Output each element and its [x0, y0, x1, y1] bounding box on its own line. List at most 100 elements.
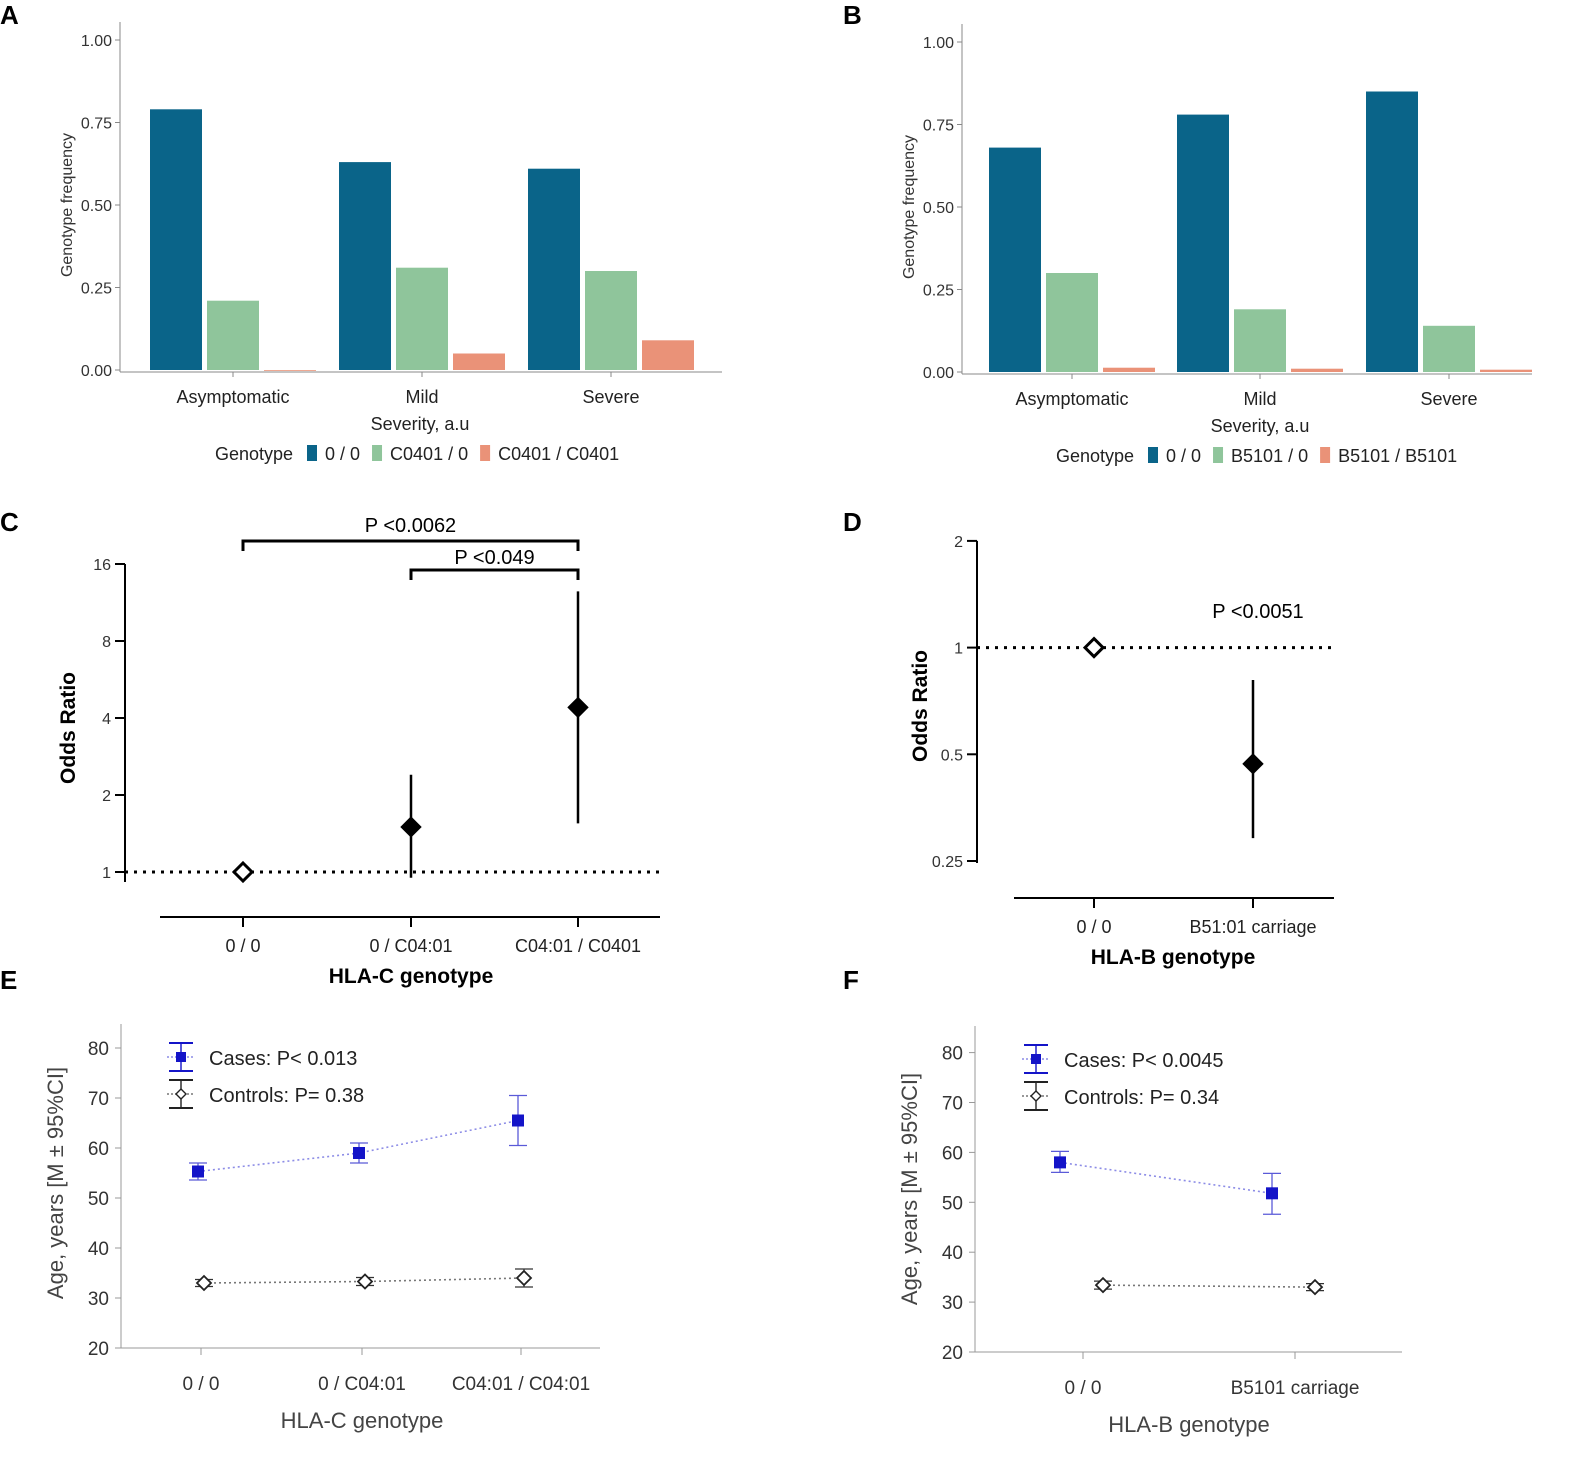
- x-axis-title: HLA-C genotype: [281, 1408, 444, 1433]
- y-tick-label: 16: [93, 557, 111, 574]
- y-tick-label: 80: [88, 1039, 109, 1060]
- y-tick-label: 60: [88, 1139, 109, 1160]
- bar-severe-2: [1480, 369, 1532, 372]
- legend-swatch-1: [1213, 447, 1224, 463]
- x-tick-label: C04:01 / C04:01: [452, 1374, 590, 1395]
- cases-marker-0: [1054, 1156, 1066, 1169]
- cases-marker-1: [1266, 1187, 1278, 1200]
- y-tick-label: 8: [102, 634, 111, 651]
- bar-asymptomatic-1: [207, 300, 259, 370]
- legend: Cases: P< 0.0045 Controls: P= 0.34: [1022, 1044, 1224, 1111]
- panel-f-age-plot: 20 30 40 50 60 70 80 Age, years [M ± 95%CI] 0 / …: [897, 1026, 1402, 1437]
- panel-a-bar-chart: 0.00 0.25 0.50 0.75 1.00 Genotype frequency As…: [59, 22, 722, 464]
- cases-marker-0: [192, 1165, 204, 1178]
- x-tick-label: Mild: [405, 387, 438, 407]
- y-tick-label: 0.25: [923, 283, 954, 300]
- series-line-1: [1102, 1284, 1316, 1288]
- cases-marker-1: [353, 1147, 365, 1159]
- y-tick-label: 0.25: [81, 281, 112, 298]
- legend-entry-0: 0 / 0: [1166, 446, 1201, 466]
- panel-label-f: F: [843, 965, 859, 995]
- y-tick-label: 1.00: [923, 35, 954, 52]
- x-tick-label: Severe: [1420, 389, 1477, 409]
- y-tick-label: 4: [102, 711, 111, 728]
- y-tick-label: 1: [954, 641, 963, 658]
- bar-asymptomatic-0: [150, 109, 202, 371]
- x-tick-label: 0 / 0: [183, 1374, 220, 1395]
- controls-marker-0: [1094, 1276, 1112, 1294]
- legend-entry-1: Controls: P= 0.38: [209, 1085, 364, 1107]
- p-value-annotation: P <0.0051: [1212, 601, 1303, 623]
- panel-b-bar-chart: 0.00 0.25 0.50 0.75 1.00 Genotype frequency As…: [901, 24, 1532, 466]
- legend-diamond-icon: [1030, 1090, 1042, 1102]
- x-tick-label: B51:01 carriage: [1189, 917, 1316, 937]
- legend-entry-2: C0401 / C0401: [498, 444, 619, 464]
- x-tick-label: 0 / C04:01: [318, 1374, 406, 1395]
- controls-marker-0: [195, 1274, 213, 1292]
- controls-marker-2: [515, 1269, 533, 1287]
- bar-asymptomatic-2: [1103, 367, 1155, 372]
- legend-title: Genotype: [215, 444, 293, 464]
- y-tick-label: 0.25: [932, 854, 963, 871]
- y-axis-title: Odds Ratio: [909, 650, 932, 762]
- series-line-0: [1059, 1161, 1273, 1195]
- y-tick-label: 2: [102, 788, 111, 805]
- odds-ratio-point-2: [567, 696, 589, 719]
- y-tick-label: 70: [942, 1094, 963, 1115]
- y-tick-label: 70: [88, 1089, 109, 1110]
- bracket-line: [409, 568, 580, 580]
- y-tick-label: 0.00: [81, 363, 112, 380]
- x-axis-title: HLA-B genotype: [1091, 946, 1256, 969]
- legend-square-icon: [1031, 1054, 1041, 1064]
- controls-marker-1: [356, 1273, 374, 1290]
- panel-e-age-plot: 20 30 40 50 60 70 80 Age, years [M ± 95%CI] 0 / …: [43, 1024, 600, 1433]
- bar-mild-1: [396, 267, 448, 370]
- panel-labels: A B C D E F: [0, 0, 862, 995]
- legend-swatch-0: [1148, 447, 1158, 463]
- y-tick-label: 40: [88, 1239, 109, 1260]
- x-tick-label: Asymptomatic: [176, 387, 289, 407]
- x-tick-label: B5101 carriage: [1231, 1378, 1360, 1399]
- y-tick-label: 0.5: [941, 747, 963, 764]
- x-axis-title: Severity, a.u: [1211, 416, 1310, 436]
- y-axis-title: Genotype frequency: [59, 133, 76, 277]
- panel-c-odds-ratio-plot: 1 2 4 8 16 Odds Ratio 0 / 0 0 / C04:01 C04:01 / …: [57, 515, 662, 988]
- legend: Genotype 0 / 0 B5101 / 0 B5101 / B5101: [1056, 446, 1457, 466]
- y-axis-title: Age, years [M ± 95%CI]: [897, 1073, 922, 1305]
- y-tick-label: 0.50: [81, 198, 112, 215]
- legend-swatch-2: [1320, 447, 1331, 463]
- bar-asymptomatic-2: [264, 370, 316, 371]
- legend-entry-1: Controls: P= 0.34: [1064, 1087, 1219, 1109]
- legend: Genotype 0 / 0 C0401 / 0 C0401 / C0401: [215, 444, 619, 464]
- significance-bracket-0: P <0.0062: [241, 515, 580, 551]
- legend-entry-2: B5101 / B5101: [1338, 446, 1457, 466]
- legend-diamond-icon: [175, 1088, 187, 1100]
- bar-severe-1: [585, 271, 637, 370]
- panel-label-a: A: [0, 0, 19, 30]
- bar-mild-1: [1234, 309, 1286, 372]
- bar-severe-1: [1423, 325, 1475, 372]
- x-tick-label: Severe: [582, 387, 639, 407]
- bar-asymptomatic-1: [1046, 273, 1098, 372]
- y-tick-label: 20: [942, 1343, 963, 1364]
- legend-swatch-2: [480, 445, 491, 461]
- reference-point: [1082, 636, 1106, 659]
- legend-swatch-0: [307, 445, 317, 461]
- legend-title: Genotype: [1056, 446, 1134, 466]
- legend-entry-0: Cases: P< 0.0045: [1064, 1050, 1224, 1072]
- panel-label-c: C: [0, 507, 19, 537]
- y-tick-label: 80: [942, 1044, 963, 1065]
- bar-mild-2: [1291, 368, 1343, 372]
- y-tick-label: 0.00: [923, 365, 954, 382]
- odds-ratio-point-1: [1242, 753, 1264, 775]
- x-tick-label: 0 / 0: [1076, 917, 1111, 937]
- y-tick-label: 0.75: [81, 116, 112, 133]
- x-tick-label: 0 / 0: [225, 936, 260, 956]
- bar-mild-2: [453, 353, 505, 370]
- x-tick-label: Mild: [1243, 389, 1276, 409]
- legend-swatch-1: [372, 445, 383, 461]
- bar-severe-0: [1366, 91, 1418, 372]
- panel-d-odds-ratio-plot: 0.25 0.5 1 2 Odds Ratio 0 / 0 B51:01 carriage H…: [909, 534, 1337, 969]
- x-axis-title: HLA-B genotype: [1108, 1412, 1269, 1437]
